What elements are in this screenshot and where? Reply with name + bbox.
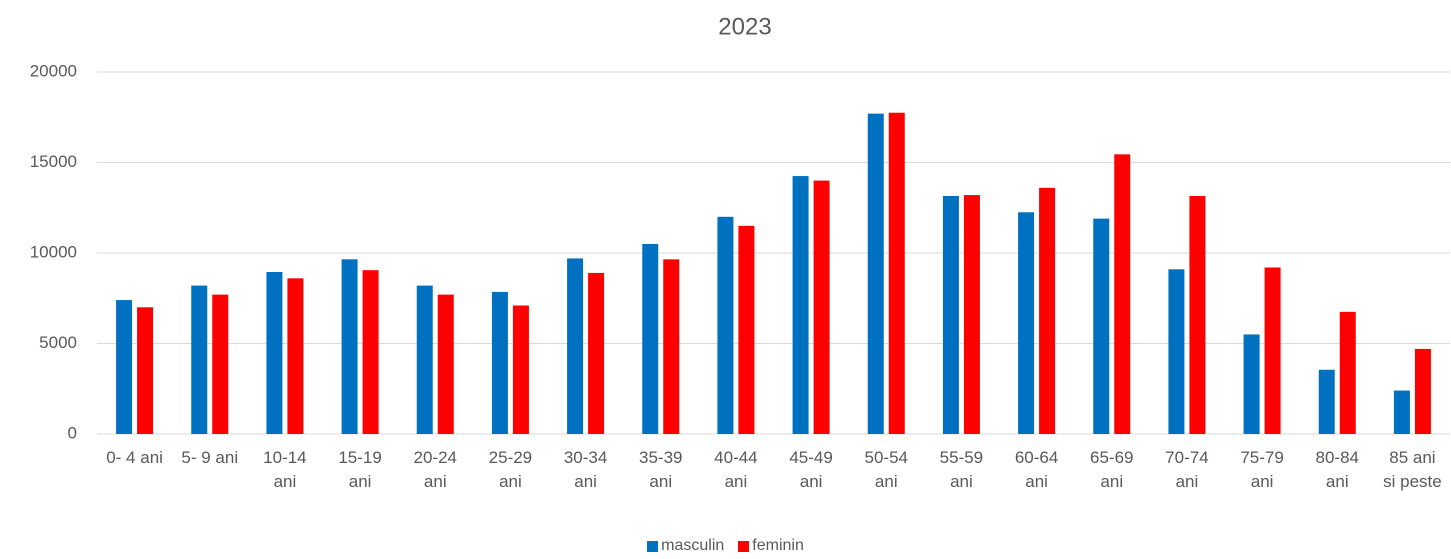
x-tick-label: 30-34 ani [563,448,608,491]
bar [942,195,959,434]
bar [792,176,809,434]
bar [663,259,680,434]
bar [717,216,734,434]
bar [341,259,358,434]
y-tick-label: 10000 [30,242,77,261]
bar [1093,218,1110,434]
bar [642,243,659,434]
bar [212,294,229,434]
x-tick-label: 75-79 ani [1240,448,1284,491]
bar [1393,390,1410,434]
bar [738,225,755,434]
bar [1243,334,1260,434]
bar [1018,212,1035,434]
bar [116,300,133,434]
bar [963,195,980,434]
x-tick-label: 85 ani si peste [1383,448,1442,491]
legend-swatch [738,540,750,552]
bar [1189,195,1206,434]
legend-label: masculin [661,537,725,554]
chart-title: 2023 [718,13,771,40]
bar [1114,154,1131,435]
y-tick-label: 0 [68,423,77,442]
bar [888,112,905,434]
x-tick-label: 60-64 ani [1014,448,1059,491]
y-tick-label: 15000 [30,152,77,171]
legend-swatch [647,540,659,552]
bar [813,180,830,434]
x-tick-label: 55-59 ani [939,448,984,491]
x-tick-label: 25-29 ani [488,448,533,491]
legend-label: feminin [752,537,804,554]
bar [362,270,379,434]
bar [287,278,304,434]
x-tick-label: 70-74 ani [1165,448,1209,491]
x-tick-label: 15-19 ani [338,448,382,491]
x-tick-label: 40-44 ani [714,448,758,491]
x-tick-label: 35-39 ani [639,448,683,491]
x-tick-label: 80-84 ani [1315,448,1359,491]
legend-item: masculin [647,537,724,555]
bar [567,258,584,434]
legend: masculin feminin [0,537,1451,555]
x-tick-label: 10-14 ani [263,448,307,491]
bar [1339,311,1356,434]
bar [1168,269,1185,434]
bar [1039,187,1056,434]
x-tick-label: 65-69 ani [1090,448,1134,491]
bar [416,285,433,434]
y-tick-label: 5000 [39,333,77,352]
bar [437,294,454,434]
bar [1318,369,1335,434]
bar [512,305,529,434]
x-tick-label: 20-24 ani [413,448,457,491]
bar [191,285,208,434]
x-tick-label: 45-49 ani [789,448,833,491]
x-tick-label: 0- 4 ani [106,448,163,467]
bar [1414,348,1431,434]
bar [588,272,605,434]
bar [266,272,283,434]
bar [1264,267,1281,434]
y-tick-label: 20000 [30,61,77,80]
bar [137,307,154,434]
legend-item: feminin [738,537,804,555]
x-tick-label: 5- 9 ani [181,448,239,467]
bar [867,113,884,434]
x-tick-label: 50-54 ani [864,448,908,491]
bar [491,291,508,434]
